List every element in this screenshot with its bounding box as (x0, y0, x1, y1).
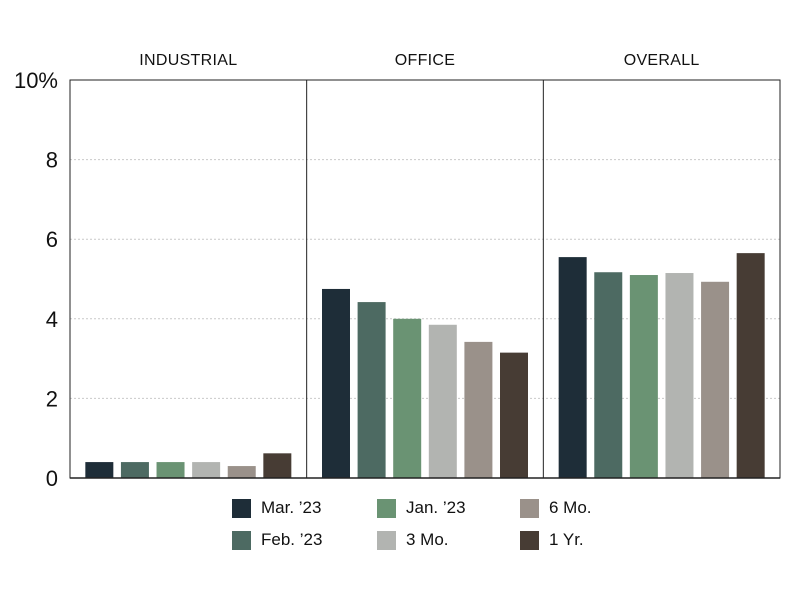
panel-title-office: OFFICE (395, 52, 455, 69)
plot-frame (69, 79, 781, 479)
legend-item: 3 Mo. (377, 528, 449, 552)
bar-overall-4 (665, 273, 694, 478)
bar-industrial-2 (120, 462, 149, 478)
legend-item: Mar. ’23 (232, 496, 321, 520)
bar-office-2 (357, 302, 386, 478)
legend-label: 3 Mo. (406, 530, 449, 549)
legend-swatch (520, 498, 539, 518)
bar-industrial-5 (227, 466, 256, 478)
y-axis-ticks: 0 2 4 6 8 10% (14, 68, 58, 491)
legend-label: Feb. ’23 (261, 530, 323, 549)
legend: Mar. ’23 Feb. ’23 Jan. ’23 3 Mo. 6 Mo. 1 Yr. (232, 494, 652, 556)
legend-swatch (232, 530, 251, 550)
bar-overall-3 (629, 275, 658, 478)
bar-office-4 (428, 324, 457, 478)
legend-swatch (232, 498, 251, 518)
bar-overall-2 (594, 272, 623, 478)
legend-label: 1 Yr. (549, 530, 584, 549)
bar-industrial-3 (156, 462, 185, 478)
y-tick-label: 6 (46, 227, 58, 252)
bar-office-5 (464, 341, 493, 478)
bar-industrial-6 (263, 453, 292, 478)
y-tick-label: 4 (46, 307, 58, 332)
legend-label: Mar. ’23 (261, 498, 322, 517)
bar-industrial-4 (192, 462, 221, 478)
y-tick-label: 2 (46, 386, 58, 411)
bar-office-6 (500, 352, 528, 478)
y-tick-label: 0 (46, 466, 58, 491)
legend-item: Jan. ’23 (377, 496, 466, 520)
legend-swatch (377, 498, 396, 518)
panel-title-overall: OVERALL (624, 52, 700, 69)
bar-office-3 (393, 318, 422, 478)
bar-overall-5 (701, 281, 730, 478)
y-tick-label: 10% (14, 68, 58, 93)
legend-label: Jan. ’23 (406, 498, 466, 517)
y-tick-label: 8 (46, 148, 58, 173)
legend-swatch (520, 530, 539, 550)
bar-overall-1 (558, 257, 587, 478)
legend-item: Feb. ’23 (232, 528, 322, 552)
legend-item: 1 Yr. (520, 528, 584, 552)
legend-label: 6 Mo. (549, 498, 592, 517)
bars (85, 253, 765, 478)
bar-office-1 (322, 288, 350, 478)
panel-title-industrial: INDUSTRIAL (139, 52, 237, 69)
bar-overall-6 (736, 253, 765, 478)
panel-titles: INDUSTRIAL OFFICE OVERALL (139, 52, 699, 69)
legend-item: 6 Mo. (520, 496, 592, 520)
legend-swatch (377, 530, 396, 550)
bar-industrial-1 (85, 462, 114, 478)
